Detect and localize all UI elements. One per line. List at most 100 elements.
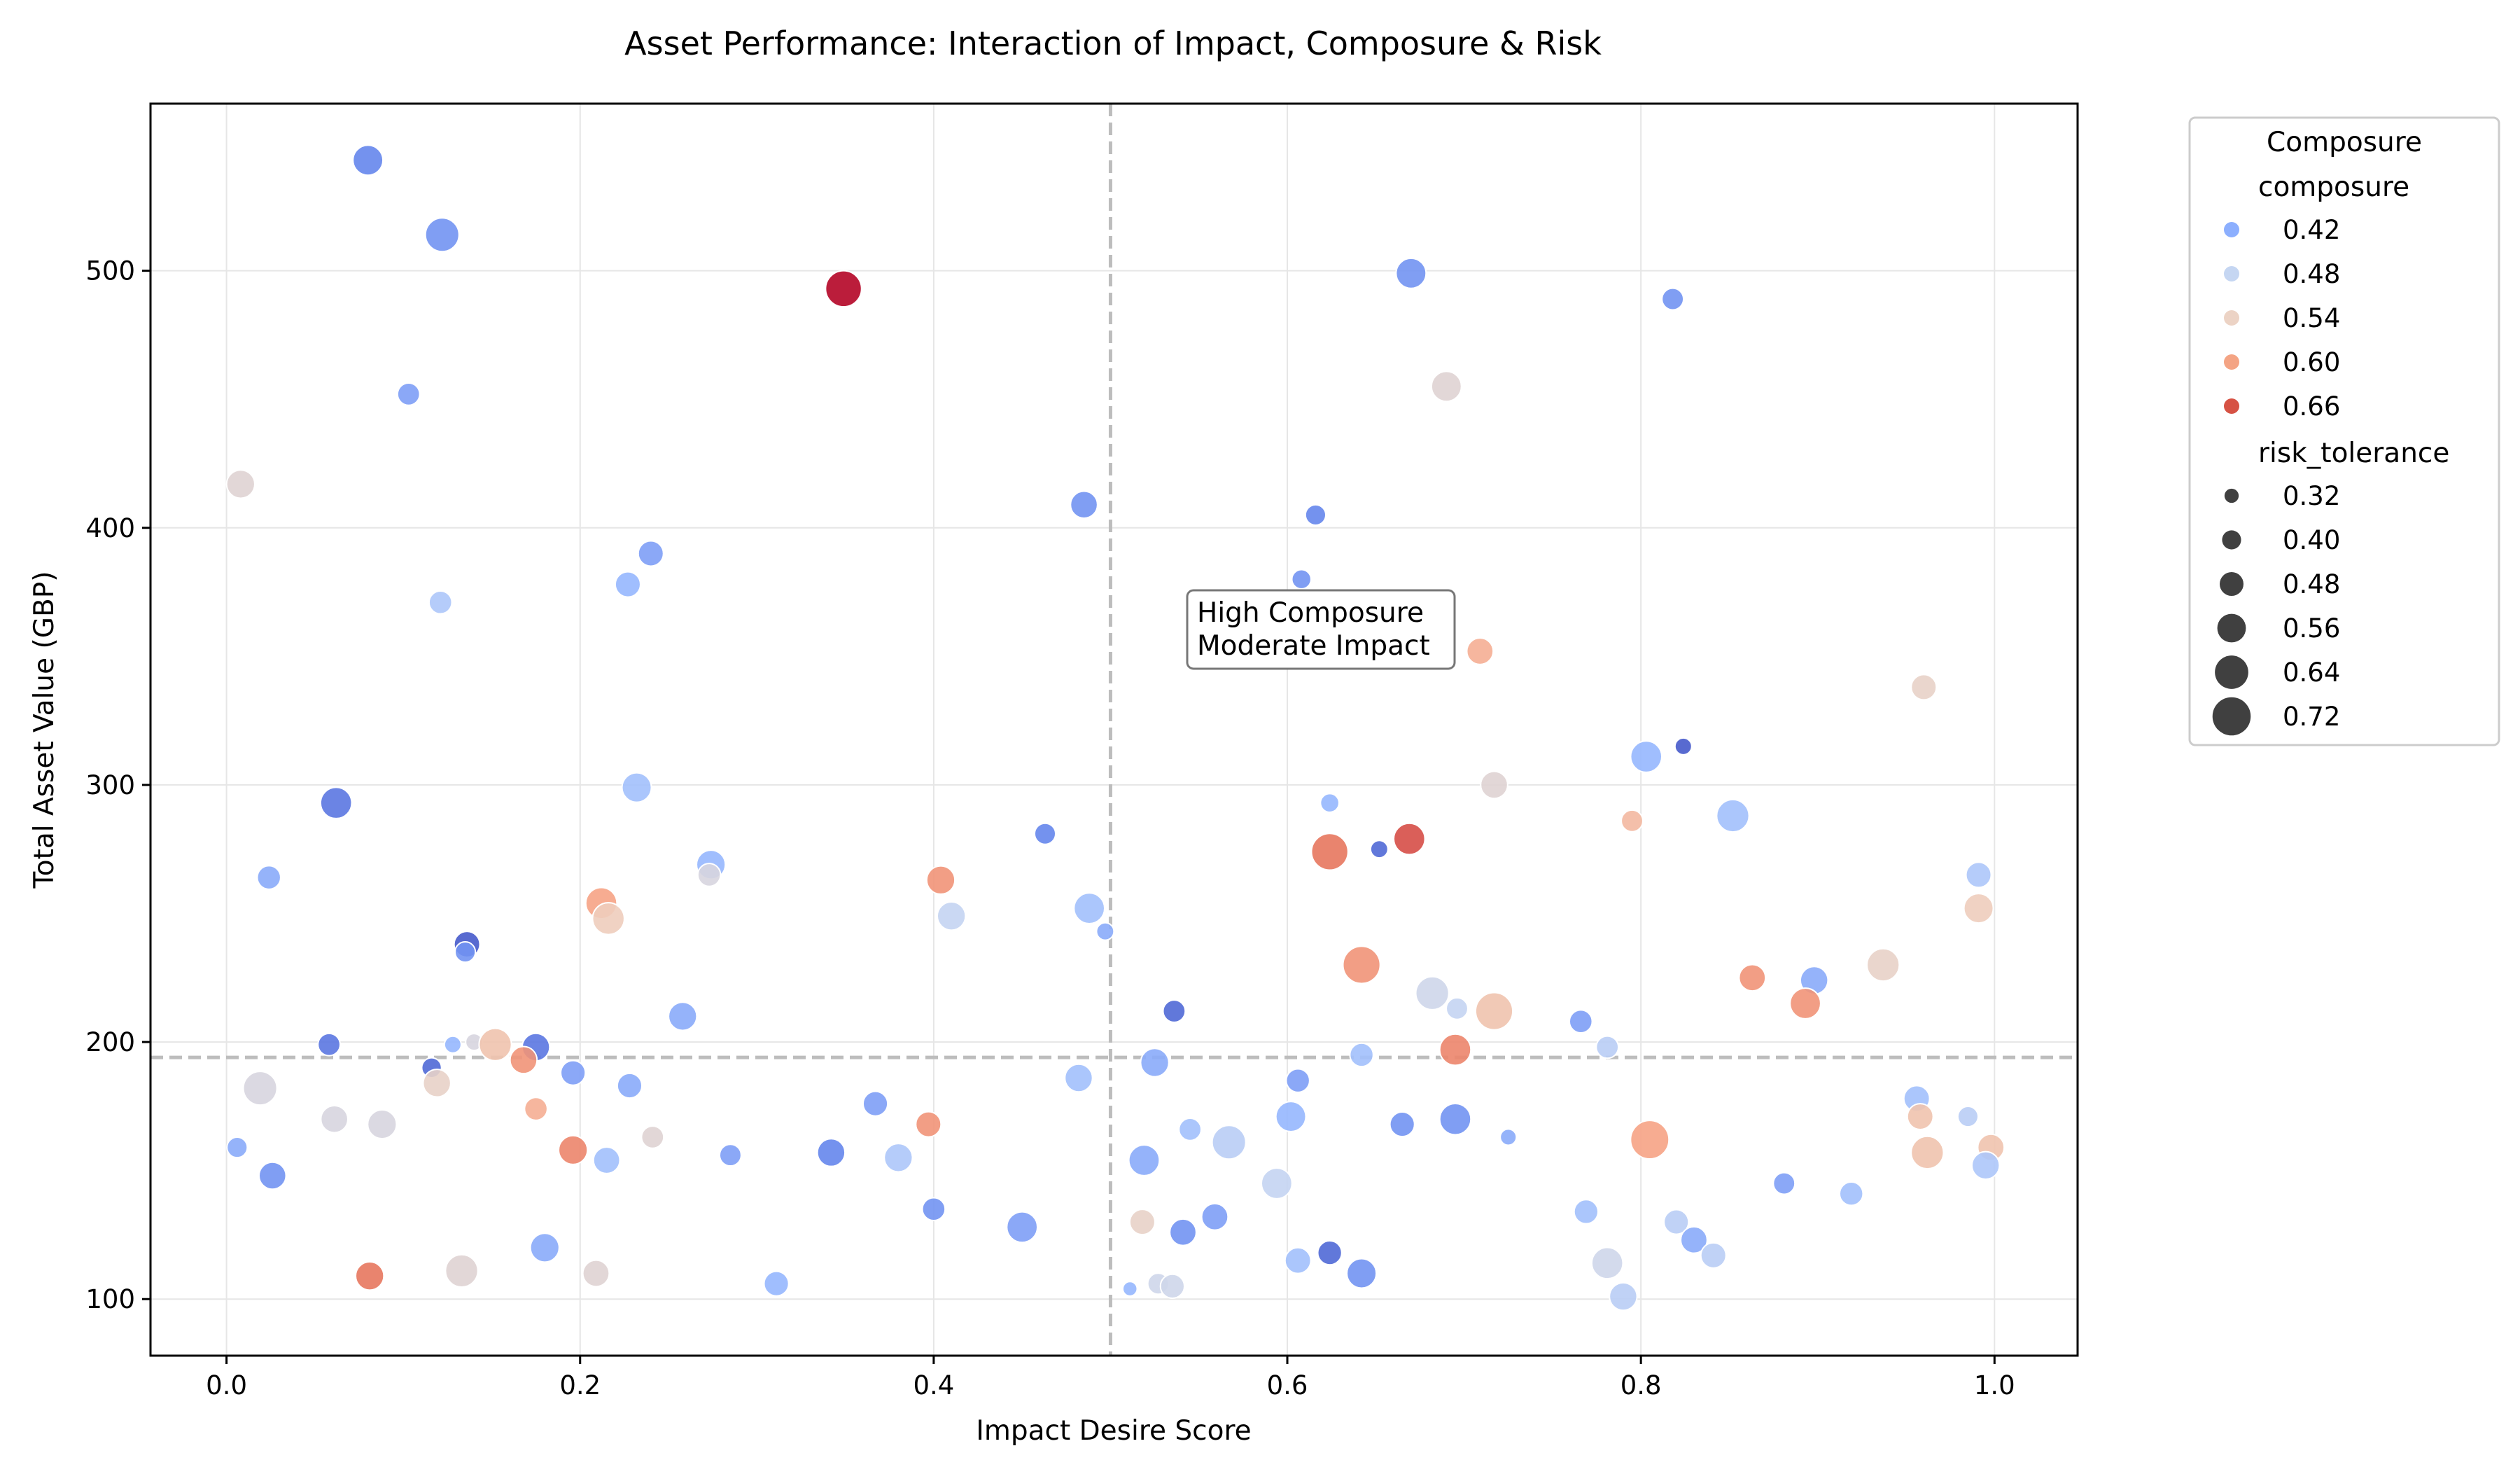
- data-point: [1595, 1035, 1620, 1059]
- legend-hue-marker: [2224, 266, 2239, 281]
- data-point: [454, 941, 477, 964]
- annotation-background: [1186, 589, 1456, 670]
- legend-size-marker: [2217, 613, 2246, 643]
- legend-hue-marker: [2224, 310, 2239, 326]
- legend-size-label: 0.64: [2283, 658, 2340, 688]
- data-point: [225, 469, 255, 499]
- data-point: [614, 571, 641, 598]
- legend-size-marker: [2212, 697, 2251, 736]
- data-point: [1070, 490, 1098, 520]
- data-point: [1346, 1258, 1378, 1289]
- data-point: [1680, 1225, 1708, 1254]
- data-point: [1438, 1102, 1472, 1136]
- data-point: [1310, 833, 1349, 871]
- data-point: [444, 1253, 479, 1288]
- data-point: [1738, 964, 1767, 992]
- y-axis-ticks: 100 200 300 400 500: [85, 256, 150, 1314]
- legend-size-title: risk_tolerance: [2258, 438, 2449, 469]
- annotation-box: High Composure Moderate Impact: [1186, 589, 1456, 670]
- data-point: [1663, 1209, 1690, 1235]
- data-point: [1970, 1150, 2001, 1181]
- annotation-line-2: Moderate Impact: [1197, 630, 1430, 662]
- data-point: [1772, 1171, 1796, 1195]
- legend-hue-title: composure: [2258, 172, 2409, 203]
- data-point: [592, 1146, 621, 1174]
- legend-size-label: 0.40: [2283, 525, 2340, 555]
- data-point: [1261, 1167, 1293, 1200]
- x-tick-label: 0.4: [913, 1370, 954, 1400]
- data-points: [225, 144, 2005, 1312]
- x-axis-ticks: 0.0 0.2 0.4 0.6 0.8 1.0: [206, 1356, 2015, 1400]
- data-point: [616, 1072, 643, 1099]
- data-point: [560, 1059, 587, 1086]
- data-point: [226, 1136, 248, 1159]
- data-point: [718, 1143, 742, 1167]
- legend-frame: [2188, 116, 2500, 746]
- data-point: [424, 217, 460, 253]
- data-point: [256, 865, 281, 890]
- data-point: [1349, 1042, 1374, 1068]
- data-point: [529, 1232, 560, 1263]
- data-point: [352, 144, 384, 176]
- data-point: [1291, 569, 1312, 590]
- data-point: [355, 1261, 385, 1291]
- data-point: [1446, 996, 1469, 1020]
- data-point: [367, 1108, 398, 1140]
- data-point: [1389, 1111, 1415, 1138]
- y-axis-label: Total Asset Value (GBP): [29, 571, 60, 889]
- data-point: [1661, 287, 1685, 311]
- data-point: [258, 1161, 287, 1190]
- data-point: [478, 1027, 512, 1062]
- y-tick-label: 400: [85, 513, 135, 543]
- x-tick-label: 0.8: [1620, 1370, 1662, 1400]
- data-point: [1121, 1281, 1138, 1297]
- reference-lines: [150, 104, 2078, 1356]
- data-point: [621, 772, 652, 803]
- data-point: [1211, 1125, 1247, 1160]
- data-point: [1200, 1202, 1229, 1231]
- data-point: [1317, 1239, 1343, 1266]
- data-point: [1700, 1242, 1727, 1269]
- legend-hue-label: 0.60: [2283, 347, 2340, 377]
- data-point: [1128, 1144, 1161, 1176]
- data-point: [509, 1045, 538, 1075]
- y-tick-label: 200: [85, 1027, 135, 1057]
- data-point: [443, 1035, 462, 1054]
- data-point: [637, 540, 664, 567]
- data-point: [1285, 1068, 1310, 1093]
- data-point: [1963, 893, 1994, 924]
- data-point: [1033, 822, 1056, 845]
- data-point: [1789, 987, 1821, 1020]
- data-point: [936, 901, 967, 931]
- data-point: [1430, 370, 1462, 403]
- legend-hue-label: 0.54: [2283, 303, 2340, 333]
- data-point: [1568, 1009, 1593, 1034]
- data-point: [1140, 1048, 1170, 1078]
- legend-hue-label: 0.48: [2283, 259, 2340, 289]
- annotation-line-1: High Composure: [1197, 597, 1424, 629]
- data-point: [317, 1032, 341, 1057]
- data-point: [582, 1259, 610, 1288]
- data-point: [668, 1001, 698, 1031]
- legend-hue-marker: [2224, 222, 2239, 237]
- legend-hue-label: 0.66: [2283, 391, 2340, 422]
- legend-hue-label: 0.42: [2283, 215, 2340, 245]
- legend: Composure composure risk_tolerance 0.42 0…: [2188, 116, 2500, 746]
- data-point: [915, 1111, 942, 1138]
- data-point: [1395, 257, 1427, 289]
- data-point: [825, 270, 862, 308]
- data-point: [1573, 1199, 1600, 1225]
- x-tick-label: 0.6: [1267, 1370, 1308, 1400]
- data-point: [1342, 945, 1381, 985]
- legend-size-label: 0.48: [2283, 569, 2340, 599]
- data-point: [1466, 637, 1494, 665]
- data-point: [925, 865, 956, 895]
- legend-title: Composure: [2267, 127, 2422, 158]
- data-point: [1906, 1103, 1934, 1130]
- data-point: [1866, 947, 1900, 982]
- data-point: [1369, 840, 1389, 859]
- x-tick-label: 0.0: [206, 1370, 247, 1400]
- data-point: [1073, 892, 1105, 925]
